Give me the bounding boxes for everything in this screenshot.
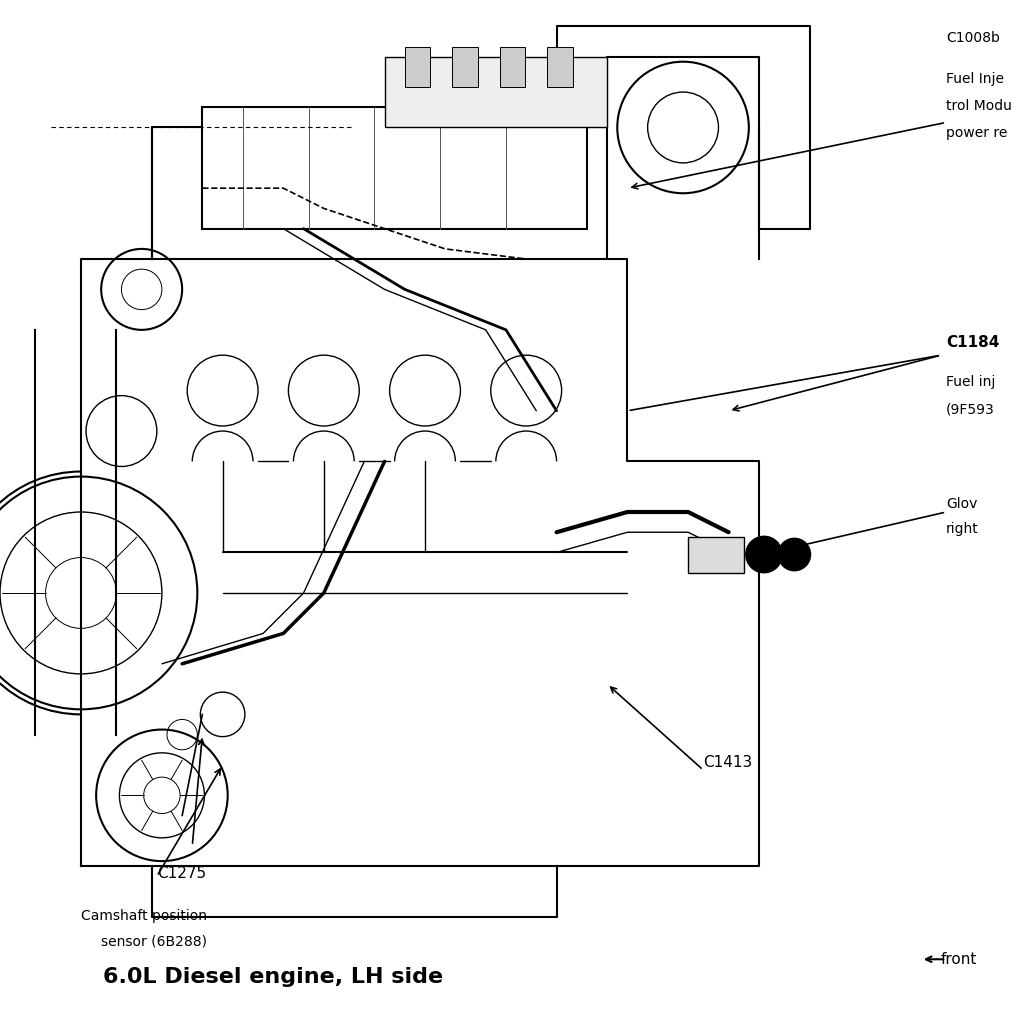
Text: Fuel Inje: Fuel Inje (946, 72, 1005, 86)
Text: Fuel inj: Fuel inj (946, 376, 995, 389)
Text: power re: power re (946, 126, 1008, 140)
Circle shape (745, 537, 782, 572)
Text: sensor (6B288): sensor (6B288) (101, 935, 207, 949)
Text: Camshaft position: Camshaft position (81, 908, 207, 923)
Text: trol Modu: trol Modu (946, 99, 1012, 113)
Bar (385, 56, 607, 127)
Bar (688, 538, 743, 572)
Text: right: right (946, 522, 979, 537)
Text: (9F593: (9F593 (946, 402, 995, 417)
Text: C1413: C1413 (703, 755, 753, 770)
Bar (404, 46, 430, 87)
Text: front: front (941, 951, 978, 967)
Bar (203, 108, 587, 228)
Text: 6.0L Diesel engine, LH side: 6.0L Diesel engine, LH side (103, 968, 443, 987)
Text: C1184: C1184 (946, 335, 999, 350)
Text: Glov: Glov (946, 497, 978, 511)
Text: C1008b: C1008b (946, 32, 1000, 45)
Text: C1275: C1275 (157, 866, 206, 882)
Bar (548, 46, 572, 87)
Bar (453, 46, 477, 87)
Bar (500, 46, 525, 87)
Circle shape (778, 539, 811, 570)
